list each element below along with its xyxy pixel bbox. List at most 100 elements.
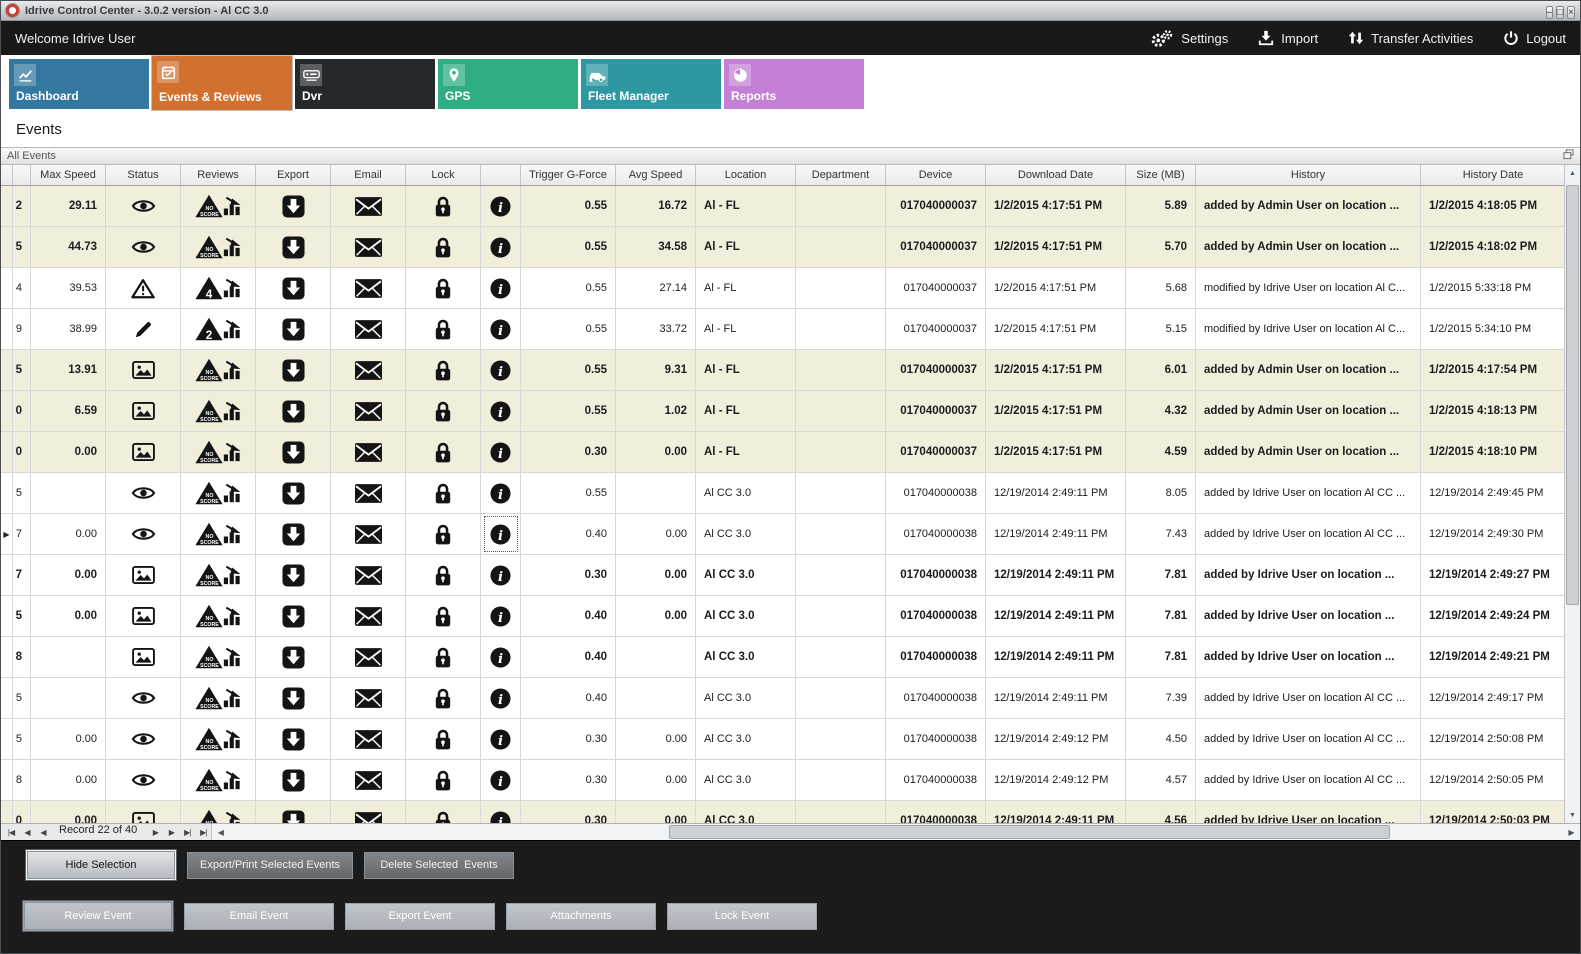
- hide-selection-button[interactable]: Hide Selection: [26, 850, 176, 880]
- info-button[interactable]: i: [484, 188, 518, 224]
- lock-button[interactable]: [406, 596, 481, 636]
- col-header-lock[interactable]: Lock: [406, 165, 481, 185]
- review-chart-icon[interactable]: [223, 688, 243, 708]
- lock-button[interactable]: [406, 391, 481, 431]
- export-button[interactable]: [256, 678, 331, 718]
- info-button[interactable]: i: [484, 557, 518, 593]
- table-row[interactable]: ▶ 7 0.00 NO SCORE i 0.40 0.00 Al CC 3.0 017040000…: [1, 514, 1566, 555]
- scroll-left-icon[interactable]: ◀: [217, 827, 224, 837]
- tab-reports[interactable]: Reports: [724, 59, 864, 109]
- lock-button[interactable]: [406, 637, 481, 677]
- review-chart-icon[interactable]: [223, 278, 243, 298]
- vertical-scrollbar[interactable]: ▲ ▼: [1564, 165, 1580, 823]
- email-button[interactable]: [331, 678, 406, 718]
- col-header-history[interactable]: History: [1196, 165, 1421, 185]
- scroll-up-icon[interactable]: ▲: [1569, 169, 1576, 177]
- float-window-icon[interactable]: [1563, 149, 1574, 163]
- review-score-badge-icon[interactable]: 4: [194, 275, 224, 301]
- nav-next-page-button[interactable]: ▶: [168, 827, 175, 837]
- review-score-badge-icon[interactable]: 2: [194, 316, 224, 342]
- info-button[interactable]: i: [484, 393, 518, 429]
- maximize-button[interactable]: □: [1556, 5, 1565, 19]
- lock-button[interactable]: [406, 350, 481, 390]
- email-button[interactable]: [331, 760, 406, 800]
- table-row[interactable]: 9 38.99 2 i 0.55 33.72 Al - FL 017040000037 1/2/…: [1, 309, 1566, 350]
- email-button[interactable]: [331, 350, 406, 390]
- horizontal-scroll-track[interactable]: [229, 824, 1563, 840]
- info-button[interactable]: i: [484, 352, 518, 388]
- export-event-button[interactable]: Export Event: [345, 902, 495, 930]
- export-button[interactable]: [256, 227, 331, 267]
- cell-reviews[interactable]: 4: [181, 268, 256, 308]
- nav-last-button[interactable]: ▶|: [184, 827, 191, 837]
- export-button[interactable]: [256, 391, 331, 431]
- info-button[interactable]: i: [484, 270, 518, 306]
- lock-button[interactable]: [406, 473, 481, 513]
- review-chart-icon[interactable]: [223, 606, 243, 626]
- table-row[interactable]: 0 0.00 NO SCORE i 0.30 0.00 Al - FL 017040000037…: [1, 432, 1566, 473]
- lock-button[interactable]: [406, 514, 481, 554]
- scroll-right-icon[interactable]: ▶: [1568, 827, 1575, 837]
- export-button[interactable]: [256, 801, 331, 823]
- col-header-blank[interactable]: [481, 165, 521, 185]
- col-header-size-mb[interactable]: Size (MB): [1126, 165, 1196, 185]
- email-button[interactable]: [331, 432, 406, 472]
- table-row[interactable]: 4 39.53 4 i 0.55 27.14 Al - FL 017040000037 1/2/…: [1, 268, 1566, 309]
- info-button[interactable]: i: [484, 311, 518, 347]
- lock-button[interactable]: [406, 268, 481, 308]
- nav-prev-page-button[interactable]: ◀: [24, 827, 30, 837]
- info-button[interactable]: i: [484, 475, 518, 511]
- table-row[interactable]: 5 NO SCORE i 0.55 Al CC 3.0 017040000038 12/19/…: [1, 473, 1566, 514]
- col-header-blank[interactable]: [13, 165, 31, 185]
- review-chart-icon[interactable]: [223, 319, 243, 339]
- topbar-action-import[interactable]: Import: [1258, 30, 1318, 46]
- export-button[interactable]: [256, 760, 331, 800]
- close-button[interactable]: ×: [1567, 5, 1575, 19]
- review-chart-icon[interactable]: [223, 196, 243, 216]
- info-button[interactable]: i: [484, 639, 518, 675]
- export-button[interactable]: [256, 555, 331, 595]
- table-row[interactable]: 8 0.00 NO SCORE i 0.30 0.00 Al CC 3.0 0170400000…: [1, 760, 1566, 801]
- nav-prev-button[interactable]: ◀: [40, 827, 46, 837]
- col-header-download-date[interactable]: Download Date: [986, 165, 1126, 185]
- export-button[interactable]: [256, 309, 331, 349]
- lock-button[interactable]: [406, 678, 481, 718]
- info-button[interactable]: i: [484, 721, 518, 757]
- review-chart-icon[interactable]: [223, 401, 243, 421]
- tab-fleet-manager[interactable]: Fleet Manager: [581, 59, 721, 109]
- review-chart-icon[interactable]: [223, 770, 243, 790]
- email-event-button[interactable]: Email Event: [184, 902, 334, 930]
- email-button[interactable]: [331, 391, 406, 431]
- nav-last-edge-button[interactable]: ▶|: [200, 827, 207, 837]
- review-chart-icon[interactable]: [223, 647, 243, 667]
- table-row[interactable]: 5 44.73 NO SCORE i 0.55 34.58 Al - FL 0170400000…: [1, 227, 1566, 268]
- table-row[interactable]: 8 NO SCORE i 0.40 Al CC 3.0 017040000038 12/19/…: [1, 637, 1566, 678]
- minimize-button[interactable]: –: [1545, 5, 1554, 19]
- review-chart-icon[interactable]: [223, 524, 243, 544]
- table-row[interactable]: 5 0.00 NO SCORE i 0.40 0.00 Al CC 3.0 0170400000…: [1, 596, 1566, 637]
- col-header-blank[interactable]: [1, 165, 13, 185]
- review-chart-icon[interactable]: [223, 811, 243, 823]
- email-button[interactable]: [331, 596, 406, 636]
- email-button[interactable]: [331, 719, 406, 759]
- table-row[interactable]: 5 13.91 NO SCORE i 0.55 9.31 Al - FL 01704000003…: [1, 350, 1566, 391]
- tab-events-reviews[interactable]: Events & Reviews: [152, 56, 292, 110]
- email-button[interactable]: [331, 227, 406, 267]
